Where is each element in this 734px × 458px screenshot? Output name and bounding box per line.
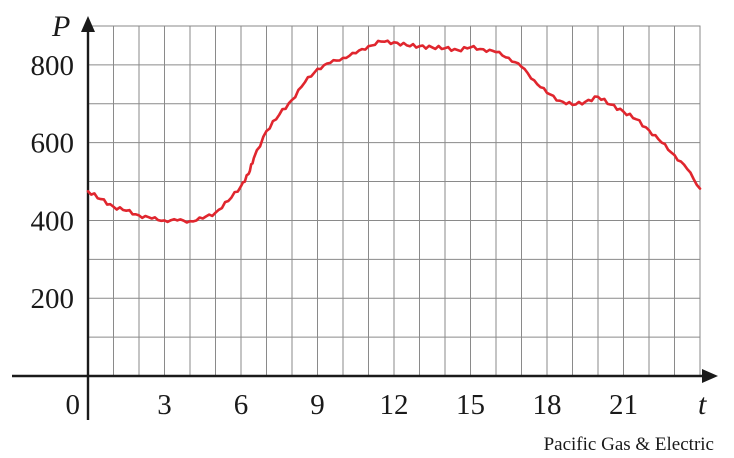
x-tick-label: 18 <box>533 389 562 421</box>
x-tick-label: 21 <box>609 389 638 421</box>
x-axis-label: t <box>698 388 707 421</box>
y-axis-arrowhead <box>81 16 95 32</box>
source-credit: Pacific Gas & Electric <box>544 434 714 455</box>
y-tick-label: 800 <box>31 50 75 82</box>
y-tick-label: 400 <box>31 205 75 237</box>
y-tick-label: 200 <box>31 283 75 315</box>
x-tick-label: 15 <box>456 389 485 421</box>
tick-labels: 0 3 6 9 12 15 18 21 200 400 600 800 <box>31 50 639 421</box>
series-line <box>86 39 702 224</box>
y-tick-label: 600 <box>31 128 75 160</box>
x-tick-label: 12 <box>380 389 409 421</box>
x-axis-arrowhead <box>702 369 718 383</box>
y-axis-label: P <box>51 10 70 43</box>
x-tick-label: 9 <box>310 389 325 421</box>
axes <box>12 16 718 420</box>
x-tick-label: 6 <box>234 389 249 421</box>
x-tick-label: 0 <box>66 389 81 421</box>
grid <box>87 25 701 377</box>
x-tick-label: 3 <box>157 389 172 421</box>
